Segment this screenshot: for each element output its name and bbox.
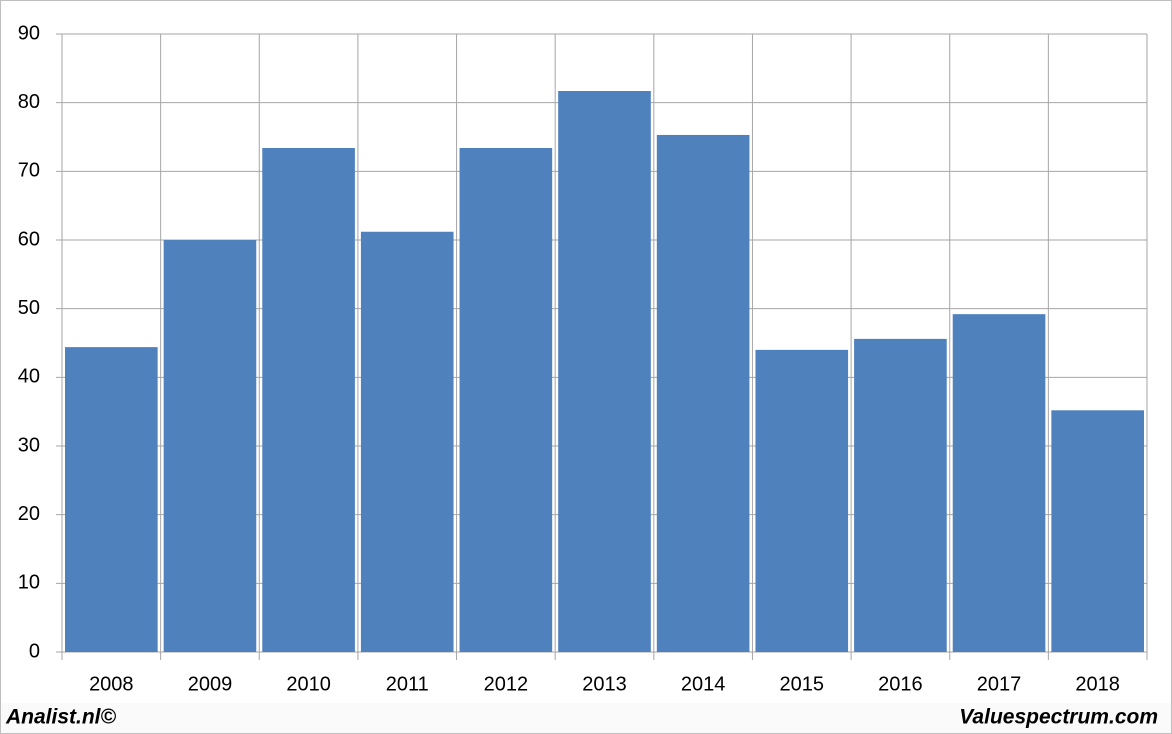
- y-tick-label: 70: [18, 160, 40, 182]
- x-tick-label: 2015: [780, 673, 825, 695]
- x-tick-label: 2017: [977, 673, 1022, 695]
- bar: [360, 231, 454, 652]
- x-tick-label: 2009: [188, 673, 233, 695]
- bar: [952, 314, 1046, 652]
- bar: [755, 349, 849, 652]
- x-tick-label: 2010: [286, 673, 331, 695]
- bar: [65, 347, 158, 652]
- footer-band: [1, 703, 1171, 733]
- x-tick-label: 2012: [484, 673, 529, 695]
- x-tick-label: 2013: [582, 673, 627, 695]
- bar: [854, 338, 947, 652]
- bar: [459, 147, 553, 652]
- y-tick-label: 80: [18, 91, 40, 113]
- y-tick-label: 30: [18, 434, 40, 456]
- bar: [1051, 410, 1144, 652]
- footer-right: Valuespectrum.com: [959, 706, 1158, 729]
- x-tick-label: 2008: [89, 673, 134, 695]
- bar: [656, 134, 750, 652]
- y-tick-label: 50: [18, 297, 40, 319]
- y-tick-label: 90: [18, 22, 40, 44]
- x-tick-label: 2011: [386, 673, 429, 695]
- y-tick-label: 0: [29, 640, 40, 662]
- bar: [558, 90, 651, 652]
- bar: [262, 147, 355, 652]
- x-tick-label: 2014: [681, 673, 726, 695]
- y-tick-label: 20: [18, 503, 40, 525]
- bar: [163, 240, 257, 652]
- y-tick-label: 10: [18, 572, 40, 594]
- footer-left: Analist.nl©: [5, 706, 117, 729]
- y-tick-label: 60: [18, 228, 40, 250]
- x-tick-label: 2018: [1075, 673, 1120, 695]
- y-tick-label: 40: [18, 366, 40, 388]
- x-tick-label: 2016: [878, 673, 923, 695]
